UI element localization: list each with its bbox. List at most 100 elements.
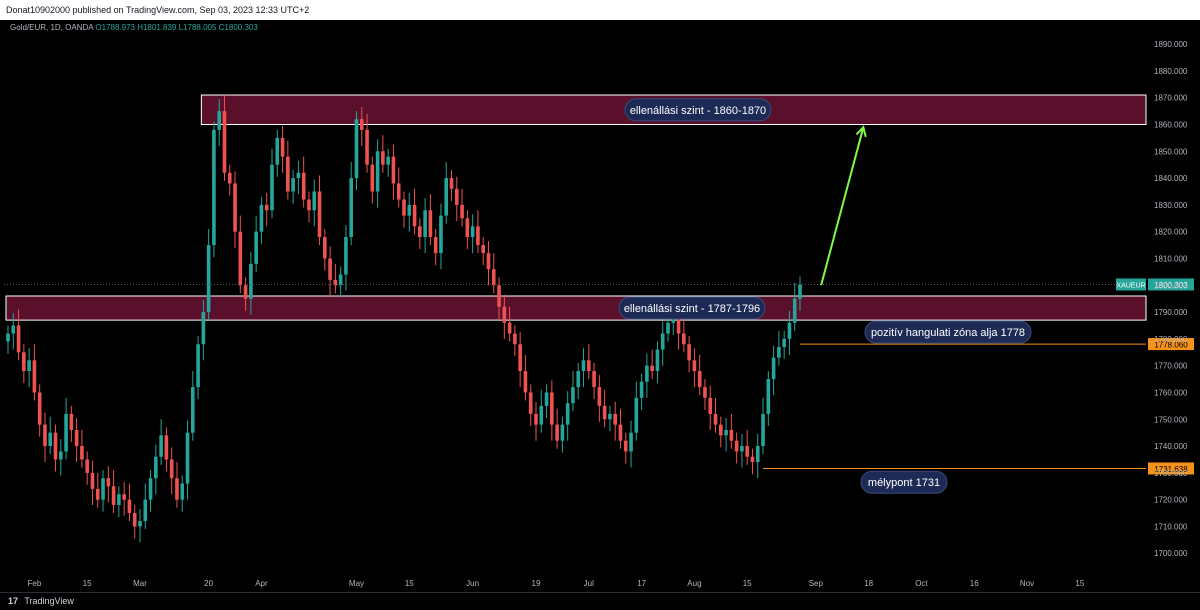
candle-body: [407, 204, 412, 216]
legend-symbol: Gold/EUR, 1D, OANDA: [10, 23, 94, 32]
candle-body: [106, 478, 111, 487]
candle-body: [264, 204, 269, 211]
candle-body: [53, 432, 58, 460]
level-label-low-bg: [860, 470, 948, 494]
candle-body: [101, 478, 105, 500]
candle-body: [27, 360, 31, 372]
candle-body: [623, 440, 628, 452]
candle-body: [550, 392, 554, 425]
x-tick-label: Aug: [687, 579, 701, 588]
candle-body: [301, 172, 306, 200]
candle-body: [391, 156, 396, 184]
zone-label-lower-bg: [618, 296, 766, 320]
level-label-positive-bg: [864, 320, 1032, 344]
candle-body: [338, 274, 343, 286]
candle-body: [148, 478, 153, 500]
candle-body: [349, 178, 353, 238]
candle-body: [359, 119, 364, 130]
candle-body: [692, 360, 697, 372]
x-tick-label: 19: [532, 579, 541, 588]
candle-body: [476, 226, 480, 246]
candle-body: [787, 322, 792, 339]
candle-body: [344, 237, 348, 275]
candle-body: [666, 322, 670, 334]
candle-body: [312, 191, 317, 211]
tradingview-footer: 17 TradingView: [0, 592, 1200, 609]
tradingview-logo-icon: 17: [8, 596, 19, 606]
level-label-positive: pozitív hangulati zóna alja 1778: [871, 327, 1025, 339]
y-tick-label: 1810.000: [1154, 254, 1188, 263]
candle-body: [6, 333, 10, 342]
candle-body: [486, 253, 491, 270]
candle-body: [528, 392, 533, 414]
y-tick-label: 1780.000: [1154, 335, 1188, 344]
candle-body: [222, 111, 227, 173]
candle-body: [217, 111, 221, 130]
candle-body: [724, 429, 728, 436]
candle-body: [565, 403, 570, 425]
y-tick-label: 1870.000: [1154, 94, 1188, 103]
candle-body: [460, 204, 464, 219]
candle-body: [270, 164, 274, 211]
symbol-legend: Gold/EUR, 1D, OANDA O1788.973 H1801.839 …: [10, 23, 258, 32]
candle-body: [439, 215, 443, 254]
candle-body: [175, 478, 179, 500]
candle-body: [734, 440, 739, 452]
candle-body: [650, 365, 654, 372]
candle-body: [59, 451, 63, 460]
y-tick-label: 1830.000: [1154, 201, 1188, 210]
candle-body: [32, 360, 37, 393]
y-tick-label: 1720.000: [1154, 496, 1188, 505]
candle-body: [90, 472, 95, 489]
x-tick-label: Jul: [584, 579, 594, 588]
candle-body: [117, 494, 121, 506]
y-tick-label: 1770.000: [1154, 362, 1188, 371]
candle-body: [634, 397, 639, 433]
candle-body: [539, 405, 544, 425]
candle-body: [132, 513, 137, 527]
candle-body: [750, 456, 755, 463]
candle-body: [507, 322, 512, 334]
candle-body: [328, 258, 332, 280]
candle-body: [587, 360, 591, 372]
candle-body: [64, 413, 68, 452]
candle-body: [259, 204, 264, 232]
candle-body: [375, 151, 380, 192]
candle-body: [449, 178, 454, 189]
y-tick-label: 1790.000: [1154, 308, 1188, 317]
candle-body: [455, 188, 459, 205]
candle-body: [608, 413, 612, 420]
candle-body: [592, 371, 596, 388]
candle-body: [777, 346, 781, 358]
candle-body: [85, 459, 89, 473]
y-tick-label: 1750.000: [1154, 415, 1188, 424]
last-symbol-badge: [1116, 278, 1146, 291]
publisher-bar: Donat10902000 published on TradingView.c…: [0, 0, 1200, 20]
candle-body: [618, 424, 623, 441]
candle-body: [719, 424, 723, 436]
candle-body: [428, 210, 433, 238]
x-tick-label: Apr: [255, 579, 268, 588]
published-text: Donat10902000 published on TradingView.c…: [6, 5, 310, 15]
candle-body: [37, 392, 42, 425]
candle-body: [291, 178, 295, 192]
zone-label-lower: ellenállási szint - 1787-1796: [624, 303, 760, 315]
candle-body: [191, 387, 195, 433]
candle-body: [111, 486, 116, 506]
x-tick-label: Feb: [28, 579, 42, 588]
x-tick-label: 17: [637, 579, 646, 588]
price-chart[interactable]: 1778.060 1731.638 XAUEUR 1800.303 ellenállá…: [0, 20, 1200, 592]
candle-body: [159, 435, 163, 457]
candle-body: [497, 285, 501, 307]
x-tick-label: Sep: [809, 579, 824, 588]
candle-body: [43, 424, 47, 447]
candle-body: [782, 338, 786, 347]
target-arrow: [820, 126, 865, 286]
candle-body: [534, 413, 538, 425]
candle-body: [502, 306, 507, 323]
candle-body: [143, 499, 148, 522]
y-tick-label: 1880.000: [1154, 67, 1188, 76]
candle-body: [687, 344, 691, 361]
candle-body: [518, 344, 522, 372]
candle-body: [233, 183, 237, 232]
